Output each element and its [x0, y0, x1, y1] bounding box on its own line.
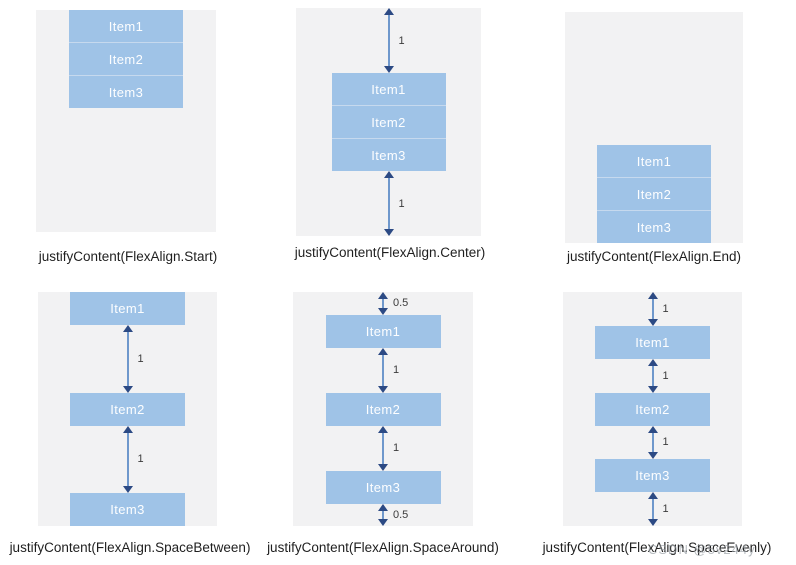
gap-value-label: 0.5: [393, 297, 409, 310]
arrow-shaft: [382, 432, 384, 464]
arrow-shaft: [382, 299, 384, 308]
arrowhead-down-icon: [647, 385, 658, 393]
gap-arrow-icon: 1: [293, 347, 473, 393]
arrowhead-up-icon: [647, 292, 658, 299]
arrowhead-up-icon: [647, 425, 658, 433]
arrowhead-down-icon: [122, 486, 133, 493]
gap-value-label: 1: [662, 369, 669, 382]
flex-item: Item3: [70, 493, 185, 526]
panel-flexalign-center: 1 Item1 Item2 Item3 1: [296, 8, 481, 236]
arrowhead-down-icon: [378, 463, 388, 471]
arrowhead-down-icon: [647, 452, 658, 460]
arrowhead-up-icon: [378, 503, 388, 511]
arrowhead-down-icon: [378, 519, 388, 526]
flex-item: Item1: [70, 292, 185, 325]
gap-arrow-icon: 1: [296, 171, 481, 236]
gap-arrow-icon: 1: [563, 425, 742, 460]
gap-arrow-icon: 1: [563, 292, 742, 326]
gap-value-label: 1: [393, 364, 400, 376]
arrow-shaft: [651, 432, 654, 453]
flex-item: Item2: [325, 392, 441, 426]
gap-value-label: 1: [137, 352, 144, 365]
item-stack: Item1 Item2 Item3: [331, 73, 446, 171]
caption-flexalign-center: justifyContent(FlexAlign.Center): [294, 245, 486, 260]
flex-item: Item2: [69, 42, 183, 75]
arrow-shaft: [387, 178, 390, 229]
flex-item: Item3: [331, 138, 446, 171]
arrowhead-up-icon: [647, 492, 658, 500]
flex-item: Item3: [69, 75, 183, 108]
arrow-shaft: [382, 510, 384, 519]
gap-arrow-icon: 1: [38, 325, 217, 393]
arrowhead-down-icon: [383, 66, 394, 73]
gap-arrow-icon: 1: [563, 492, 742, 526]
gap-arrow-icon: 1: [296, 8, 481, 73]
gap-value-label: 1: [662, 436, 669, 449]
arrow-shaft: [126, 332, 129, 386]
watermark-text: CSDN @5v244y: [648, 542, 756, 557]
flex-item: Item1: [331, 73, 446, 105]
arrow-shaft: [651, 365, 654, 386]
arrowhead-up-icon: [122, 325, 133, 332]
arrowhead-down-icon: [378, 307, 388, 315]
flex-item: Item2: [595, 392, 710, 426]
flex-item: Item3: [325, 470, 441, 504]
gap-arrow-icon: 1: [563, 358, 742, 393]
arrowhead-down-icon: [647, 318, 658, 326]
panel-flexalign-spacearound: 0.5 Item1 1 Item2 1 Item3 0.5: [293, 292, 473, 526]
flex-item: Item1: [597, 145, 711, 177]
panel-flexalign-spaceevenly: 1 Item1 1 Item2 1 Item3 1: [563, 292, 742, 526]
arrowhead-up-icon: [122, 425, 133, 433]
arrowhead-up-icon: [383, 171, 394, 178]
arrowhead-up-icon: [378, 425, 388, 433]
item-stack: Item1 Item2 Item3: [597, 145, 711, 243]
arrowhead-up-icon: [383, 8, 394, 15]
flex-item: Item2: [597, 177, 711, 210]
gap-value-label: 1: [137, 453, 144, 466]
flex-item: Item3: [597, 210, 711, 243]
arrowhead-down-icon: [647, 519, 658, 526]
caption-flexalign-spacebetween: justifyContent(FlexAlign.SpaceBetween): [9, 540, 251, 555]
panel-flexalign-spacebetween: Item1 1 Item2 1 Item3: [38, 292, 217, 526]
panel-flexalign-start: Item1 Item2 Item3: [36, 10, 216, 232]
flex-item: Item1: [325, 314, 441, 348]
caption-flexalign-end: justifyContent(FlexAlign.End): [566, 249, 742, 264]
arrow-shaft: [651, 499, 654, 519]
panel-flexalign-end: Item1 Item2 Item3: [565, 12, 743, 243]
gap-value-label: 1: [393, 442, 400, 454]
caption-flexalign-spaceevenly: justifyContent(FlexAlign.SpaceEvenly): [542, 540, 772, 555]
flex-item: Item2: [331, 105, 446, 138]
gap-value-label: 1: [398, 34, 405, 47]
arrowhead-up-icon: [378, 347, 388, 355]
arrowhead-down-icon: [122, 385, 133, 393]
gap-value-label: 1: [662, 302, 669, 315]
flex-item: Item3: [595, 459, 710, 493]
caption-flexalign-spacearound: justifyContent(FlexAlign.SpaceAround): [267, 540, 499, 555]
gap-arrow-icon: 1: [293, 425, 473, 471]
gap-arrow-icon: 1: [38, 425, 217, 493]
arrow-shaft: [126, 432, 129, 486]
arrow-shaft: [387, 15, 390, 66]
item-stack: Item1 Item2 Item3: [69, 10, 183, 108]
arrowhead-up-icon: [647, 358, 658, 366]
arrowhead-up-icon: [378, 292, 388, 299]
gap-arrow-icon: 0.5: [293, 292, 473, 315]
flex-item: Item1: [595, 325, 710, 359]
gap-value-label: 1: [398, 197, 405, 210]
arrow-shaft: [651, 299, 654, 319]
gap-value-label: 0.5: [393, 508, 409, 521]
arrowhead-down-icon: [383, 229, 394, 236]
gap-arrow-icon: 0.5: [293, 503, 473, 526]
flex-item: Item1: [69, 10, 183, 42]
gap-value-label: 1: [662, 503, 669, 516]
arrow-shaft: [382, 354, 384, 386]
caption-flexalign-start: justifyContent(FlexAlign.Start): [38, 249, 218, 264]
flex-item: Item2: [70, 392, 185, 426]
arrowhead-down-icon: [378, 385, 388, 393]
